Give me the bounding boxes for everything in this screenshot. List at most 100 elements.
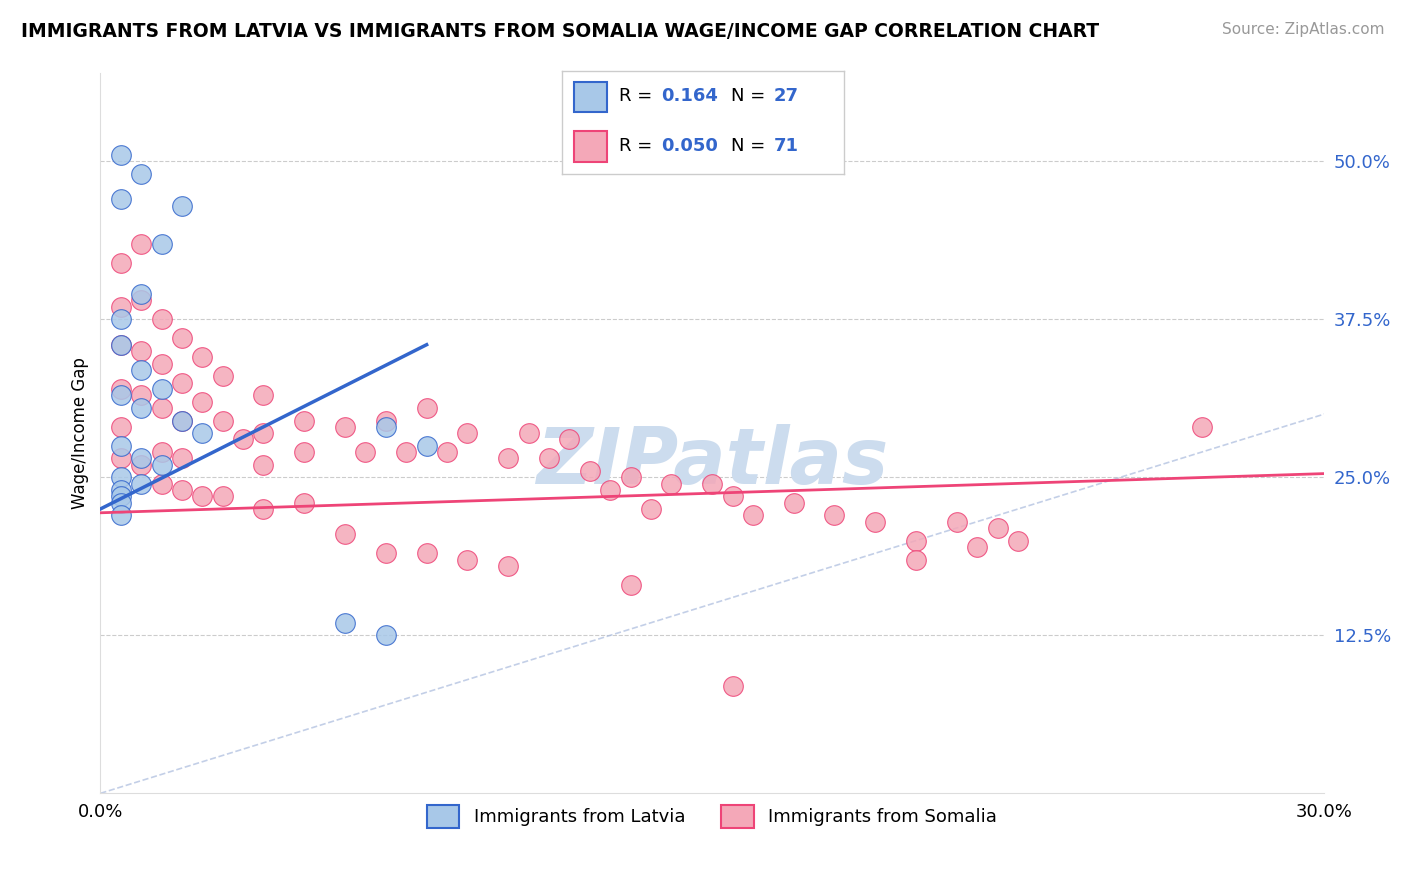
Text: ZIPatlas: ZIPatlas [536,424,889,500]
Point [232,433,254,447]
Point [619,578,641,592]
Point [170,199,193,213]
Text: N =: N = [731,136,770,154]
Point [150,445,173,459]
Point [946,515,969,529]
Point [415,401,437,415]
Point [211,413,233,427]
Point [150,476,173,491]
Point [170,413,193,427]
Point [415,439,437,453]
Point [415,546,437,560]
Point [1191,420,1213,434]
Point [700,476,723,491]
Point [150,458,173,472]
Point [110,337,132,351]
Text: 0.164: 0.164 [661,87,717,105]
Point [537,451,560,466]
Point [110,300,132,314]
Point [110,420,132,434]
Point [191,489,214,503]
Point [721,489,744,503]
Point [252,388,274,402]
Point [333,527,356,541]
Point [496,558,519,573]
FancyBboxPatch shape [574,82,607,112]
Point [721,679,744,693]
Point [1007,533,1029,548]
Point [170,331,193,345]
Point [599,483,621,497]
Point [374,420,396,434]
Point [252,502,274,516]
Point [456,426,478,441]
Point [129,287,152,301]
Y-axis label: Wage/Income Gap: Wage/Income Gap [72,357,89,509]
Point [110,255,132,269]
Point [129,401,152,415]
Legend: Immigrants from Latvia, Immigrants from Somalia: Immigrants from Latvia, Immigrants from … [420,798,1004,835]
Point [191,426,214,441]
Point [110,388,132,402]
Point [456,552,478,566]
Point [905,533,928,548]
Point [129,388,152,402]
Text: R =: R = [619,136,658,154]
Text: R =: R = [619,87,658,105]
Point [110,382,132,396]
Point [905,552,928,566]
Point [640,502,662,516]
Point [292,496,315,510]
Point [150,357,173,371]
Point [110,489,132,503]
Point [129,476,152,491]
Text: IMMIGRANTS FROM LATVIA VS IMMIGRANTS FROM SOMALIA WAGE/INCOME GAP CORRELATION CH: IMMIGRANTS FROM LATVIA VS IMMIGRANTS FRO… [21,22,1099,41]
Point [170,413,193,427]
Point [110,439,132,453]
Point [110,508,132,523]
Point [374,546,396,560]
Point [170,483,193,497]
Point [966,540,988,554]
Point [211,369,233,384]
Point [191,394,214,409]
Point [129,344,152,359]
Text: Source: ZipAtlas.com: Source: ZipAtlas.com [1222,22,1385,37]
Point [252,458,274,472]
Point [741,508,763,523]
Point [110,483,132,497]
Point [252,426,274,441]
Point [170,451,193,466]
Point [110,451,132,466]
Point [824,508,846,523]
Point [578,464,600,478]
Point [374,413,396,427]
Point [354,445,377,459]
Point [150,382,173,396]
Point [496,451,519,466]
Point [129,236,152,251]
Point [129,458,152,472]
Point [783,496,806,510]
Point [333,420,356,434]
Point [170,376,193,390]
Point [129,167,152,181]
Text: N =: N = [731,87,770,105]
Point [395,445,418,459]
Point [987,521,1010,535]
FancyBboxPatch shape [574,131,607,161]
Point [517,426,540,441]
Point [865,515,887,529]
Point [659,476,682,491]
Text: 0.050: 0.050 [661,136,717,154]
Point [150,236,173,251]
Point [150,312,173,326]
Point [110,470,132,484]
Point [619,470,641,484]
Point [374,628,396,642]
Point [110,312,132,326]
Point [110,496,132,510]
Point [129,451,152,466]
Point [558,433,581,447]
Point [191,351,214,365]
